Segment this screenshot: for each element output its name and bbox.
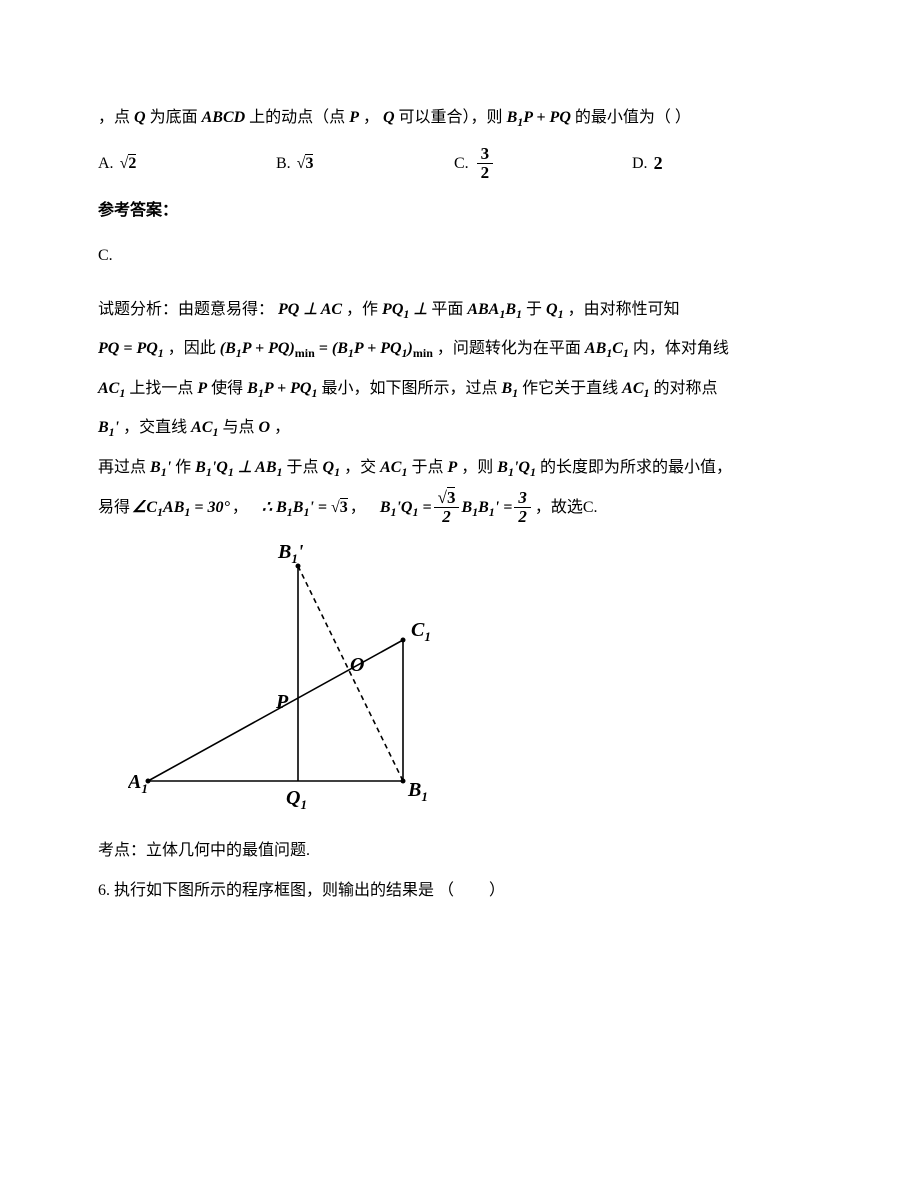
option-D-label: D. xyxy=(632,146,648,181)
q5-options: A. √2 B. √3 C. 3 2 D. 2 xyxy=(98,144,820,184)
label-C1: C1 xyxy=(411,619,431,644)
f: PQ1 ⊥ xyxy=(382,301,431,318)
text: ， xyxy=(363,109,379,126)
f: B1P + PQ1 xyxy=(247,380,317,397)
text: 可以重合），则 xyxy=(399,109,503,126)
var-Q2: Q xyxy=(383,109,395,126)
text: ，点 xyxy=(98,109,130,126)
geometry-diagram: B1' C1 O P A1 Q1 B1 xyxy=(128,536,820,829)
option-A[interactable]: A. √2 xyxy=(98,146,276,181)
label-B1: B1 xyxy=(407,779,428,804)
expr-b1p-pq: B1P + PQ xyxy=(507,109,571,126)
answer-title: 参考答案： xyxy=(98,193,820,228)
exam-point: 考点：立体几何中的最值问题. xyxy=(98,833,820,868)
f: ∴ B1B1' = √3 xyxy=(262,490,348,526)
label-B1prime: B1' xyxy=(277,541,304,566)
f: ABA1B1 xyxy=(467,301,522,318)
text: 上的动点（点 xyxy=(249,109,345,126)
f: AC1 xyxy=(191,419,218,436)
label-O: O xyxy=(350,654,364,676)
diagram-svg: B1' C1 O P A1 Q1 B1 xyxy=(128,536,468,816)
f: PQ ⊥ AC xyxy=(278,301,342,318)
option-A-value: √2 xyxy=(120,146,137,181)
label-Q1: Q1 xyxy=(286,787,307,812)
f: B1'Q1 xyxy=(497,459,536,476)
f: B1' xyxy=(150,459,171,476)
f: (B1P + PQ)min = (B1P + PQ1)min xyxy=(220,340,433,357)
analysis-line-6: 易得 ∠C1AB1 = 30° ， ∴ B1B1' = √3 ， B1'Q1 =… xyxy=(98,489,820,526)
f: AB1C1 xyxy=(585,340,629,357)
analysis-line-1: 试题分析：由题意易得： PQ ⊥ AC ，作 PQ1 ⊥ 平面 ABA1B1 于… xyxy=(98,292,820,328)
option-C-value: 3 2 xyxy=(477,145,494,182)
option-B-value: √3 xyxy=(297,146,314,181)
f: ∠C1AB1 = 30° xyxy=(132,490,230,526)
f: B1 xyxy=(501,380,518,397)
f: PQ = PQ1 xyxy=(98,340,164,357)
f: B1'Q1 ⊥ AB1 xyxy=(195,459,282,476)
q5-stem-line: ，点 Q 为底面 ABCD 上的动点（点 P ， Q 可以重合），则 B1P +… xyxy=(98,100,820,136)
var-Q: Q xyxy=(134,109,146,126)
option-A-label: A. xyxy=(98,146,114,181)
q6-stem: 6. 执行如下图所示的程序框图，则输出的结果是 （ ） xyxy=(98,873,820,908)
f: AC1 xyxy=(98,380,125,397)
f: AC1 xyxy=(622,380,649,397)
exam-point-label: 考点： xyxy=(98,842,146,859)
f: P xyxy=(447,459,457,476)
label-A1: A1 xyxy=(128,771,148,796)
answer-letter: C. xyxy=(98,238,820,273)
analysis-line-3: AC1 上找一点 P 使得 B1P + PQ1 最小，如下图所示，过点 B1 作… xyxy=(98,371,820,407)
analysis-line-4: B1' ，交直线 AC1 与点 O ， xyxy=(98,410,820,446)
f: Q1 xyxy=(546,301,564,318)
var-ABCD: ABCD xyxy=(202,109,246,126)
f: B1' xyxy=(98,419,119,436)
f: Q1 xyxy=(323,459,341,476)
exam-point-text: 立体几何中的最值问题. xyxy=(146,842,310,859)
text: 为底面 xyxy=(150,109,198,126)
f: O xyxy=(259,419,271,436)
option-C[interactable]: C. 3 2 xyxy=(454,145,632,182)
var-P: P xyxy=(349,109,359,126)
f: P xyxy=(197,380,207,397)
option-D[interactable]: D. 2 xyxy=(632,144,810,184)
analysis-line-5: 再过点 B1' 作 B1'Q1 ⊥ AB1 于点 Q1 ，交 AC1 于点 P … xyxy=(98,450,820,486)
q6-blank: （ ） xyxy=(438,882,506,899)
label-P: P xyxy=(275,691,289,713)
f: AC1 xyxy=(380,459,407,476)
option-B-label: B. xyxy=(276,146,291,181)
analysis-line-2: PQ = PQ1 ，因此 (B1P + PQ)min = (B1P + PQ1)… xyxy=(98,331,820,367)
option-B[interactable]: B. √3 xyxy=(276,146,454,181)
option-C-label: C. xyxy=(454,146,469,181)
f: B1'Q1 = √3 2 B1B1' = 3 2 xyxy=(380,489,533,526)
option-D-value: 2 xyxy=(654,144,663,184)
text: 的最小值为（ ） xyxy=(575,109,691,126)
